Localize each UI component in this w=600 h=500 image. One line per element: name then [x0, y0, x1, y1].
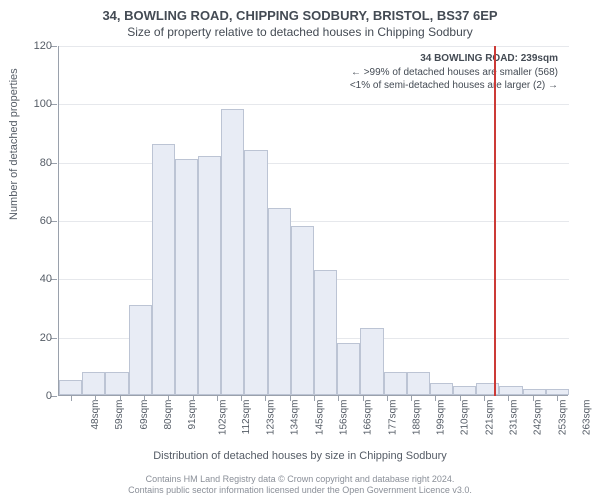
histogram-bar: [152, 144, 175, 395]
x-tick: [290, 396, 291, 401]
histogram-bar: [384, 372, 407, 395]
histogram-bar: [291, 226, 314, 395]
x-tick: [338, 396, 339, 401]
footer-line-2: Contains public sector information licen…: [0, 485, 600, 496]
x-tick: [193, 396, 194, 401]
histogram-bar: [129, 305, 152, 395]
x-tick: [241, 396, 242, 401]
y-tick-label: 60: [22, 215, 52, 227]
y-tick-label: 80: [22, 157, 52, 169]
y-axis-title: Number of detached properties: [8, 68, 20, 220]
x-tick: [71, 396, 72, 401]
histogram-bar: [360, 328, 383, 395]
x-tick-label: 242sqm: [533, 400, 544, 436]
x-tick-label: 59sqm: [114, 400, 125, 430]
x-tick: [411, 396, 412, 401]
x-axis-title: Distribution of detached houses by size …: [0, 450, 600, 462]
histogram-bar: [198, 156, 221, 395]
plot-area: 34 BOWLING ROAD: 239sqm ← >99% of detach…: [58, 46, 568, 396]
x-tick: [387, 396, 388, 401]
x-tick-label: 210sqm: [460, 400, 471, 436]
x-tick: [533, 396, 534, 401]
footer-attribution: Contains HM Land Registry data © Crown c…: [0, 474, 600, 496]
x-tick: [484, 396, 485, 401]
grid-line: [59, 163, 569, 164]
x-tick-label: 177sqm: [387, 400, 398, 436]
y-tick-label: 120: [22, 40, 52, 52]
grid-line: [59, 46, 569, 47]
x-tick: [95, 396, 96, 401]
page-subtitle: Size of property relative to detached ho…: [0, 23, 600, 39]
histogram-bar: [105, 372, 128, 395]
histogram-chart: 34 BOWLING ROAD: 239sqm ← >99% of detach…: [58, 46, 568, 396]
annotation-line-3: <1% of semi-detached houses are larger (…: [350, 79, 558, 93]
x-tick: [460, 396, 461, 401]
histogram-bar: [523, 389, 546, 395]
histogram-bar: [430, 383, 453, 395]
histogram-bar: [476, 383, 499, 395]
x-tick: [435, 396, 436, 401]
annotation-line-1: 34 BOWLING ROAD: 239sqm: [350, 52, 558, 66]
x-tick-label: 199sqm: [436, 400, 447, 436]
property-marker-line: [494, 46, 496, 396]
y-tick-label: 100: [22, 98, 52, 110]
x-tick: [265, 396, 266, 401]
footer-line-1: Contains HM Land Registry data © Crown c…: [0, 474, 600, 485]
grid-line: [59, 221, 569, 222]
annotation-line-2: ← >99% of detached houses are smaller (5…: [350, 66, 558, 80]
x-tick: [217, 396, 218, 401]
x-tick-label: 123sqm: [266, 400, 277, 436]
histogram-bar: [175, 159, 198, 395]
page-title: 34, BOWLING ROAD, CHIPPING SODBURY, BRIS…: [0, 0, 600, 23]
histogram-bar: [407, 372, 430, 395]
x-tick: [168, 396, 169, 401]
x-tick-label: 221sqm: [484, 400, 495, 436]
x-tick-label: 102sqm: [217, 400, 228, 436]
histogram-bar: [453, 386, 476, 395]
x-tick: [557, 396, 558, 401]
x-tick-label: 134sqm: [290, 400, 301, 436]
histogram-bar: [59, 380, 82, 395]
x-tick-label: 166sqm: [363, 400, 374, 436]
x-tick: [120, 396, 121, 401]
x-tick: [363, 396, 364, 401]
y-tick-label: 0: [22, 390, 52, 402]
y-tick-label: 40: [22, 273, 52, 285]
grid-line: [59, 104, 569, 105]
x-tick-label: 145sqm: [314, 400, 325, 436]
x-tick-label: 112sqm: [241, 400, 252, 435]
x-tick-label: 156sqm: [339, 400, 350, 436]
histogram-bar: [546, 389, 569, 395]
annotation-box: 34 BOWLING ROAD: 239sqm ← >99% of detach…: [346, 50, 562, 95]
x-tick-label: 253sqm: [557, 400, 568, 436]
histogram-bar: [499, 386, 522, 395]
histogram-bar: [221, 109, 244, 395]
x-tick-label: 188sqm: [411, 400, 422, 436]
histogram-bar: [268, 208, 291, 395]
x-tick-label: 80sqm: [163, 400, 174, 430]
histogram-bar: [82, 372, 105, 395]
x-tick-label: 69sqm: [139, 400, 150, 430]
y-tick-label: 20: [22, 332, 52, 344]
x-tick: [508, 396, 509, 401]
x-tick-label: 91sqm: [187, 400, 198, 430]
x-tick-label: 231sqm: [509, 400, 520, 436]
histogram-bar: [337, 343, 360, 396]
x-tick-label: 48sqm: [90, 400, 101, 430]
x-tick-label: 263sqm: [581, 400, 592, 436]
x-tick: [314, 396, 315, 401]
histogram-bar: [244, 150, 267, 395]
x-tick: [144, 396, 145, 401]
histogram-bar: [314, 270, 337, 395]
